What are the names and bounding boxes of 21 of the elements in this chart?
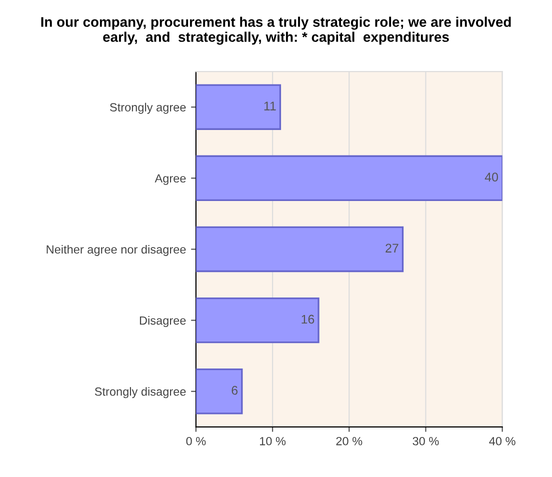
chart-title: In our company, procurement has a truly strategic role; we are involved early, and strategically, with: * capital expenditures: [41, 16, 511, 45]
data-label: 40: [484, 172, 498, 182]
bar: [196, 368, 243, 414]
data-label: 11: [264, 102, 276, 110]
bar: [196, 226, 404, 272]
bar: [196, 297, 320, 344]
y-tick-label: Disagree: [140, 316, 186, 328]
y-tick-label: Strongly disagree: [94, 387, 186, 398]
y-tick-label: Neither agree nor disagree: [46, 244, 186, 256]
data-label: 6: [232, 386, 238, 395]
data-label: 27: [386, 244, 398, 252]
bar: [196, 155, 502, 202]
bar: [196, 84, 282, 130]
y-tick-label: Agree: [154, 174, 186, 185]
x-tick-label: 10 %: [260, 436, 286, 446]
x-tick-label: 20 %: [336, 436, 362, 446]
data-label: 16: [302, 314, 314, 324]
x-tick-label: 0 %: [186, 436, 206, 446]
y-tick-label: Strongly agree: [110, 102, 186, 114]
x-tick-label: 30 %: [412, 436, 439, 446]
x-tick-label: 40 %: [489, 436, 516, 446]
